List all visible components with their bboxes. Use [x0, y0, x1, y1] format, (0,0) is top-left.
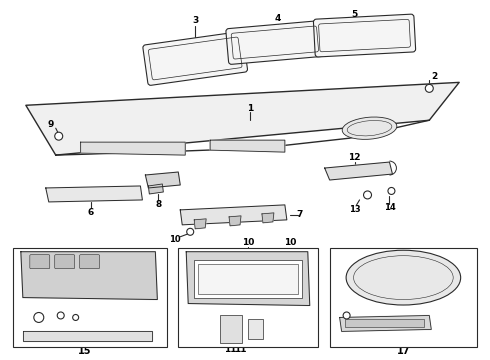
Polygon shape	[81, 142, 185, 155]
Text: 19: 19	[337, 303, 348, 312]
Text: 7: 7	[296, 210, 303, 219]
Bar	[178, 248, 318, 347]
Text: 17: 17	[396, 346, 410, 356]
FancyBboxPatch shape	[143, 32, 247, 85]
Bar	[330, 248, 477, 347]
Bar	[344, 319, 424, 328]
Text: 11: 11	[234, 345, 246, 354]
Circle shape	[187, 228, 194, 235]
Text: 4: 4	[275, 14, 281, 23]
Circle shape	[425, 84, 433, 92]
Circle shape	[343, 312, 350, 319]
Text: 10: 10	[170, 235, 181, 244]
Bar	[194, 260, 302, 298]
Polygon shape	[186, 252, 310, 306]
Bar	[198, 264, 298, 293]
Text: 13: 13	[349, 206, 360, 215]
Text: 12: 12	[348, 153, 361, 162]
Polygon shape	[146, 172, 180, 188]
Ellipse shape	[346, 250, 461, 305]
Polygon shape	[180, 205, 287, 225]
Polygon shape	[194, 219, 206, 229]
FancyBboxPatch shape	[80, 255, 99, 269]
FancyBboxPatch shape	[314, 14, 416, 57]
Text: 14: 14	[384, 203, 395, 212]
Polygon shape	[26, 82, 459, 155]
Text: 11: 11	[224, 345, 236, 354]
FancyBboxPatch shape	[226, 21, 324, 64]
Text: 1: 1	[247, 104, 253, 113]
FancyBboxPatch shape	[55, 255, 74, 269]
Text: 10: 10	[284, 238, 296, 247]
Text: 18: 18	[454, 285, 466, 294]
Circle shape	[447, 296, 455, 303]
Polygon shape	[21, 252, 157, 300]
Polygon shape	[340, 315, 431, 332]
Text: 6: 6	[88, 208, 94, 217]
Polygon shape	[210, 140, 285, 152]
Polygon shape	[46, 186, 143, 202]
Text: 3: 3	[192, 16, 198, 25]
Polygon shape	[325, 162, 392, 180]
Text: 10: 10	[242, 238, 254, 247]
Circle shape	[55, 132, 63, 140]
Text: 5: 5	[351, 10, 358, 19]
Circle shape	[364, 191, 371, 199]
Text: 8: 8	[155, 201, 162, 210]
Circle shape	[34, 312, 44, 323]
FancyBboxPatch shape	[30, 255, 50, 269]
Polygon shape	[229, 216, 241, 226]
Text: 9: 9	[48, 120, 54, 129]
Circle shape	[388, 188, 395, 194]
Text: 2: 2	[431, 72, 438, 81]
Polygon shape	[262, 213, 274, 223]
Ellipse shape	[342, 117, 397, 139]
Polygon shape	[23, 332, 152, 341]
Circle shape	[73, 315, 78, 320]
Text: 15: 15	[78, 346, 91, 356]
Circle shape	[57, 312, 64, 319]
Bar	[13, 248, 167, 347]
Polygon shape	[148, 184, 163, 194]
Bar	[220, 315, 242, 343]
Text: 16: 16	[30, 258, 42, 267]
Bar	[248, 319, 263, 339]
